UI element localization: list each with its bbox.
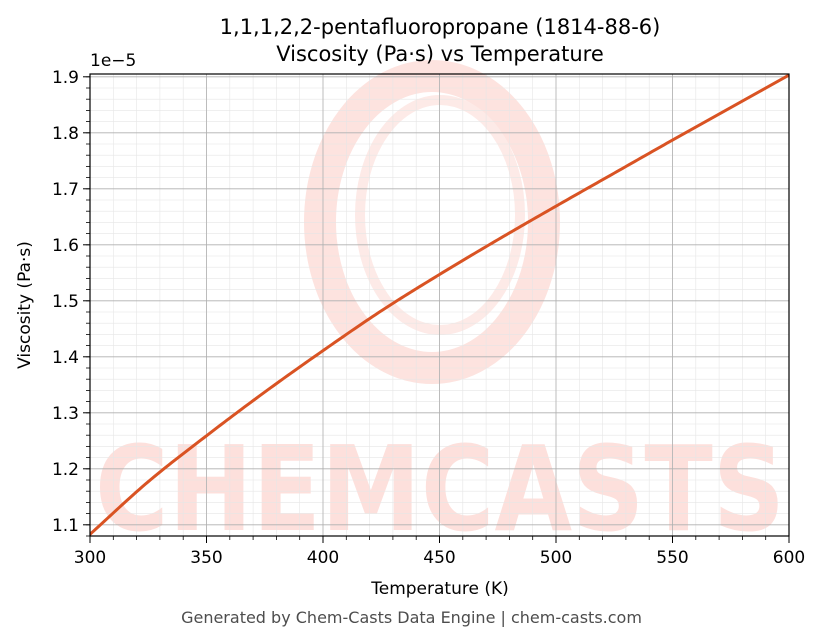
viscosity-series-line [90,74,789,536]
y-tick-label: 1.1 [52,516,79,536]
y-tick-label: 1.2 [52,460,79,480]
y-tick-label: 1.5 [52,292,79,312]
y-axis-label: Viscosity (Pa·s) [15,241,35,369]
x-tick-label: 300 [74,548,106,568]
chemcasts-watermark-logo: CHEMCASTS [95,60,785,558]
x-tick-label: 400 [307,548,339,568]
chart-title: 1,1,1,2,2-pentafluoropropane (1814-88-6) [220,15,661,39]
chart-subtitle: Viscosity (Pa·s) vs Temperature [276,42,604,66]
x-tick-label: 450 [423,548,455,568]
y-tick-label: 1.9 [52,68,79,88]
x-axis: 300 350 400 450 500 550 600 [74,536,805,568]
watermark-text: CHEMCASTS [95,420,785,558]
x-axis-label: Temperature (K) [370,579,509,599]
x-tick-label: 500 [540,548,572,568]
y-offset-label: 1e−5 [90,51,136,71]
x-tick-label: 350 [190,548,222,568]
y-tick-label: 1.8 [52,124,79,144]
y-tick-label: 1.7 [52,180,79,200]
viscosity-chart: CHEMCASTS 300 350 400 450 500 550 600 1.11.21.… [15,15,805,599]
y-axis: 1.1 1.2 1.3 1.4 1.5 1.6 1.7 1.8 1.9 [52,68,90,537]
footer-credit: Generated by Chem-Casts Data Engine | ch… [181,608,642,627]
y-tick-label: 1.4 [52,348,79,368]
x-tick-label: 600 [773,548,805,568]
x-tick-label: 550 [656,548,688,568]
y-tick-label: 1.6 [52,236,79,256]
y-tick-label: 1.3 [52,404,79,424]
